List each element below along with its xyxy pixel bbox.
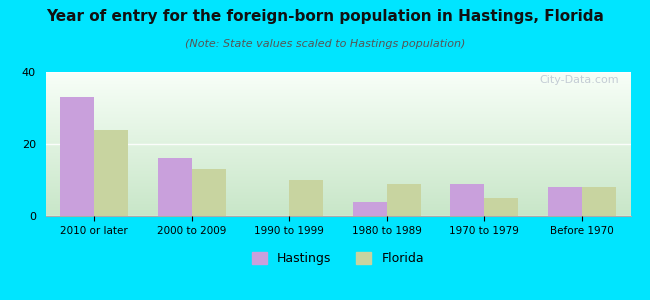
Bar [289,180,324,216]
Bar [94,130,129,216]
Bar [582,187,616,216]
Bar [484,198,519,216]
Text: City-Data.com: City-Data.com [539,75,619,85]
Text: (Note: State values scaled to Hastings population): (Note: State values scaled to Hastings p… [185,39,465,49]
Bar [387,184,421,216]
Bar [547,187,582,216]
Bar [157,158,192,216]
Bar [60,97,94,216]
Bar [353,202,387,216]
Text: Year of entry for the foreign-born population in Hastings, Florida: Year of entry for the foreign-born popul… [46,9,604,24]
Bar [192,169,226,216]
Legend: Hastings, Florida: Hastings, Florida [247,247,429,270]
Bar [450,184,484,216]
